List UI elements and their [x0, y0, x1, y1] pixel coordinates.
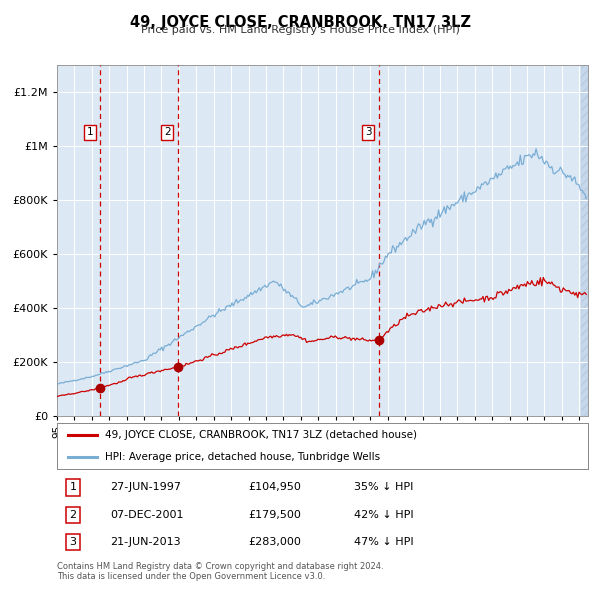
Text: £283,000: £283,000	[248, 537, 301, 547]
Text: 2: 2	[164, 127, 170, 137]
Text: 2: 2	[70, 510, 76, 520]
Text: 1: 1	[70, 483, 76, 493]
Text: 3: 3	[365, 127, 371, 137]
Text: 47% ↓ HPI: 47% ↓ HPI	[355, 537, 414, 547]
Text: 27-JUN-1997: 27-JUN-1997	[110, 483, 181, 493]
Text: 3: 3	[70, 537, 76, 547]
Text: 21-JUN-2013: 21-JUN-2013	[110, 537, 181, 547]
Text: 1: 1	[86, 127, 93, 137]
Text: 49, JOYCE CLOSE, CRANBROOK, TN17 3LZ (detached house): 49, JOYCE CLOSE, CRANBROOK, TN17 3LZ (de…	[105, 431, 417, 441]
Text: £104,950: £104,950	[248, 483, 301, 493]
Text: HPI: Average price, detached house, Tunbridge Wells: HPI: Average price, detached house, Tunb…	[105, 451, 380, 461]
Text: 35% ↓ HPI: 35% ↓ HPI	[355, 483, 414, 493]
Text: 07-DEC-2001: 07-DEC-2001	[110, 510, 184, 520]
Text: Price paid vs. HM Land Registry's House Price Index (HPI): Price paid vs. HM Land Registry's House …	[140, 25, 460, 35]
Text: 42% ↓ HPI: 42% ↓ HPI	[355, 510, 414, 520]
Text: 49, JOYCE CLOSE, CRANBROOK, TN17 3LZ: 49, JOYCE CLOSE, CRANBROOK, TN17 3LZ	[130, 15, 470, 30]
Text: Contains HM Land Registry data © Crown copyright and database right 2024.
This d: Contains HM Land Registry data © Crown c…	[57, 562, 383, 581]
Text: £179,500: £179,500	[248, 510, 301, 520]
